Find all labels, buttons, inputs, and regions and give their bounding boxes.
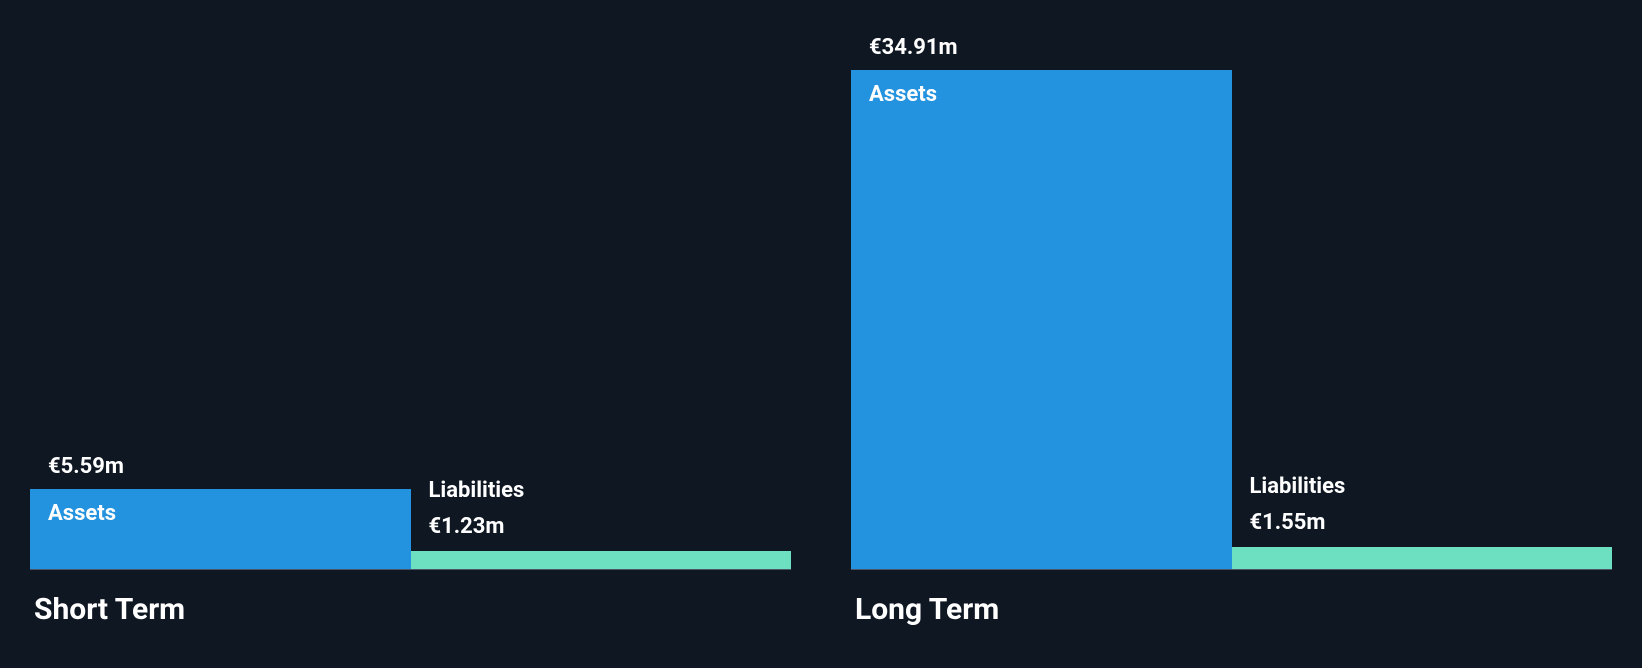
- assets-value-label: €5.59m: [48, 454, 124, 479]
- panel-long-term: €34.91m Assets Liabilities €1.55m Long T…: [851, 0, 1612, 668]
- bar-liabilities-long-term: Liabilities €1.55m: [1232, 547, 1613, 569]
- panel-title-short-term: Short Term: [34, 592, 791, 627]
- bar-group: €34.91m Assets Liabilities €1.55m: [851, 70, 1612, 569]
- assets-bar-fill: [851, 70, 1232, 569]
- liabilities-name-label: Liabilities: [1250, 474, 1346, 499]
- assets-name-label: Assets: [48, 501, 116, 526]
- liabilities-value-label: €1.23m: [429, 514, 505, 539]
- panel-short-term: €5.59m Assets Liabilities €1.23m Short T…: [30, 0, 791, 668]
- liabilities-name-label: Liabilities: [429, 478, 525, 503]
- chart-container: €5.59m Assets Liabilities €1.23m Short T…: [0, 0, 1642, 668]
- bar-liabilities-short-term: Liabilities €1.23m: [411, 551, 792, 569]
- liabilities-bar-fill: [411, 551, 792, 569]
- assets-name-label: Assets: [869, 82, 937, 107]
- assets-value-label: €34.91m: [869, 35, 958, 60]
- liabilities-value-label: €1.55m: [1250, 510, 1326, 535]
- liabilities-bar-fill: [1232, 547, 1613, 569]
- bar-group: €5.59m Assets Liabilities €1.23m: [30, 489, 791, 569]
- bar-assets-short-term: €5.59m Assets: [30, 489, 411, 569]
- chart-area-long-term: €34.91m Assets Liabilities €1.55m: [851, 0, 1612, 570]
- chart-area-short-term: €5.59m Assets Liabilities €1.23m: [30, 0, 791, 570]
- bar-assets-long-term: €34.91m Assets: [851, 70, 1232, 569]
- panel-title-long-term: Long Term: [855, 592, 1612, 627]
